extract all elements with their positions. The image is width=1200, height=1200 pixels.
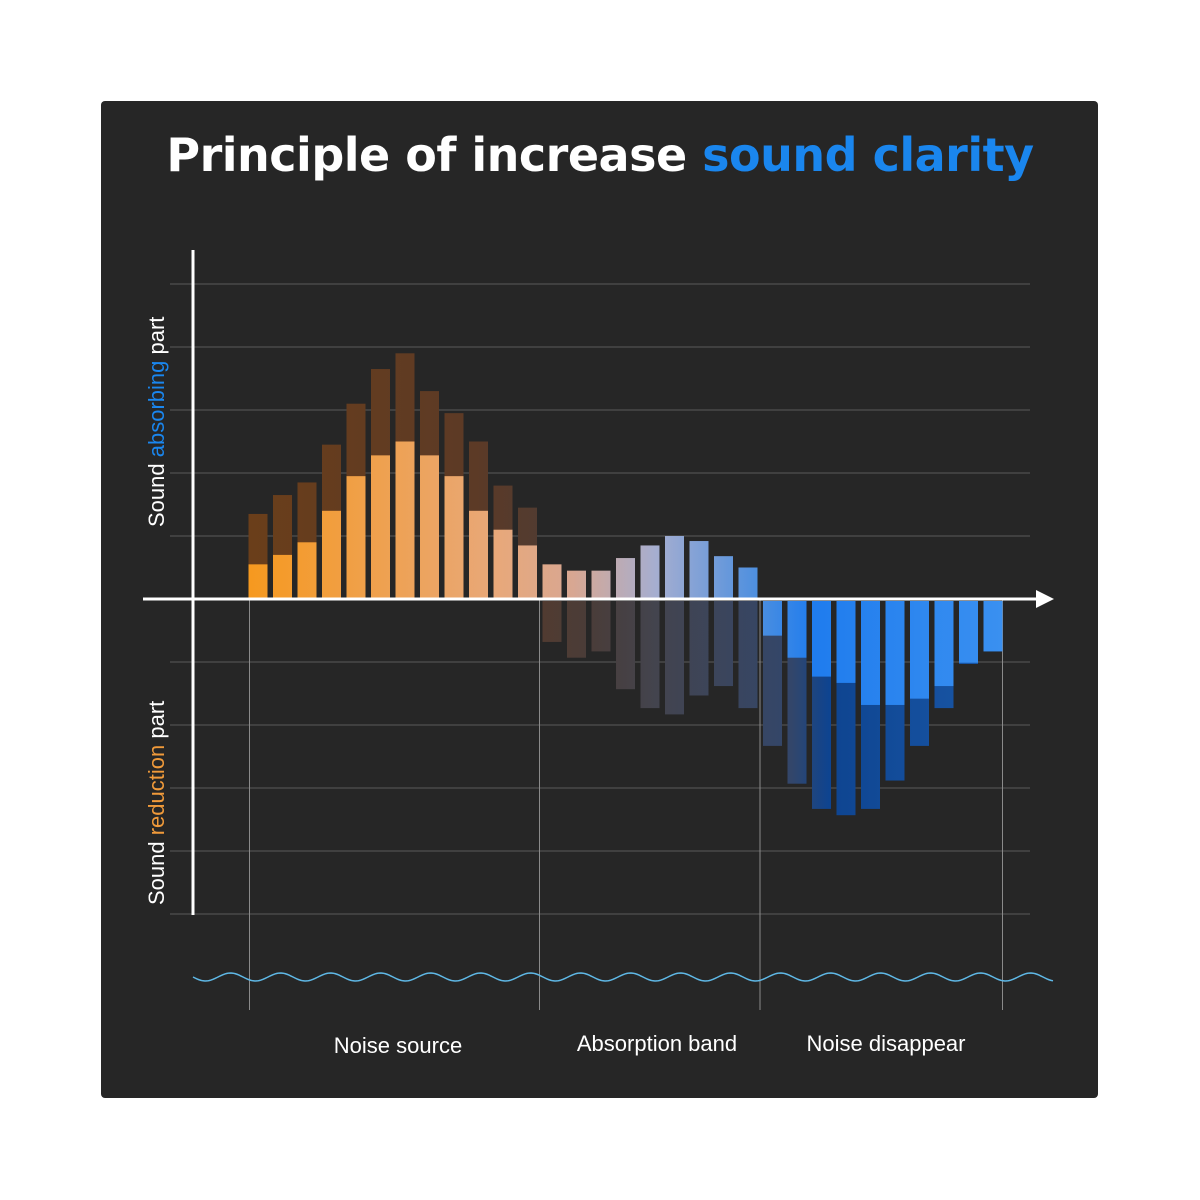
y-label-lower: Sound reduction part: [144, 701, 169, 905]
bright-bar: [346, 476, 366, 599]
bright-bar: [763, 601, 782, 636]
segment-label-noise-disappear: Noise disappear: [807, 1031, 966, 1056]
bright-bar: [444, 476, 464, 599]
y-label-lower-part1: Sound: [144, 835, 169, 905]
bright-bar: [689, 541, 709, 599]
bright-bar: [910, 601, 929, 699]
shadow-bar: [665, 601, 684, 715]
bright-bar: [640, 545, 660, 599]
shadow-bar: [714, 601, 733, 687]
bright-bar: [273, 554, 292, 599]
bright-bar: [395, 441, 415, 599]
y-label-upper-part1: Sound: [144, 457, 169, 527]
y-label-upper-part3: part: [144, 317, 169, 361]
bright-bar: [420, 455, 439, 599]
bright-bar: [861, 601, 880, 705]
x-axis-arrow-icon: [1036, 590, 1054, 608]
bright-bar: [665, 536, 684, 599]
shadow-bar: [567, 601, 586, 658]
segment-label-absorption-band: Absorption band: [577, 1031, 737, 1056]
bright-bar: [591, 570, 611, 599]
shadow-bar: [542, 601, 562, 642]
y-label-upper-part2: absorbing: [144, 361, 169, 458]
shadow-bar: [616, 601, 635, 690]
title-highlight: sound clarity: [702, 128, 1034, 182]
bright-bar: [616, 558, 635, 599]
bright-bar: [983, 601, 1003, 652]
bright-bar: [787, 601, 807, 658]
bright-bar: [248, 564, 268, 599]
shadow-bar: [689, 601, 709, 696]
bright-bar: [297, 542, 317, 599]
wave-line: [192, 972, 1054, 982]
bright-bar: [959, 601, 978, 663]
y-label-upper: Sound absorbing part: [144, 317, 169, 527]
segment-dividers: [249, 599, 1003, 1010]
shadow-bar: [591, 601, 611, 652]
segment-label-noise-source: Noise source: [334, 1033, 462, 1058]
bright-bar: [836, 601, 856, 683]
bright-bar: [934, 601, 954, 687]
bright-bar: [714, 556, 733, 599]
page-title: Principle of increase sound clarity: [0, 128, 1200, 182]
bright-bar: [542, 564, 562, 599]
bright-bar: [518, 545, 537, 599]
y-label-lower-part3: part: [144, 701, 169, 745]
bright-bar: [738, 567, 758, 599]
bright-bar: [812, 601, 831, 677]
shadow-bar: [738, 601, 758, 709]
bright-bar: [322, 510, 341, 599]
bright-series: [248, 441, 1003, 705]
y-label-lower-part2: reduction: [144, 745, 169, 836]
bright-bar: [567, 570, 586, 599]
title-prefix: Principle of increase: [166, 128, 687, 182]
shadow-bar: [640, 601, 660, 709]
shadow-bar: [763, 601, 782, 746]
bright-bar: [493, 529, 513, 599]
bright-bar: [371, 455, 390, 599]
bright-bar: [469, 510, 488, 599]
bright-bar: [885, 601, 905, 705]
